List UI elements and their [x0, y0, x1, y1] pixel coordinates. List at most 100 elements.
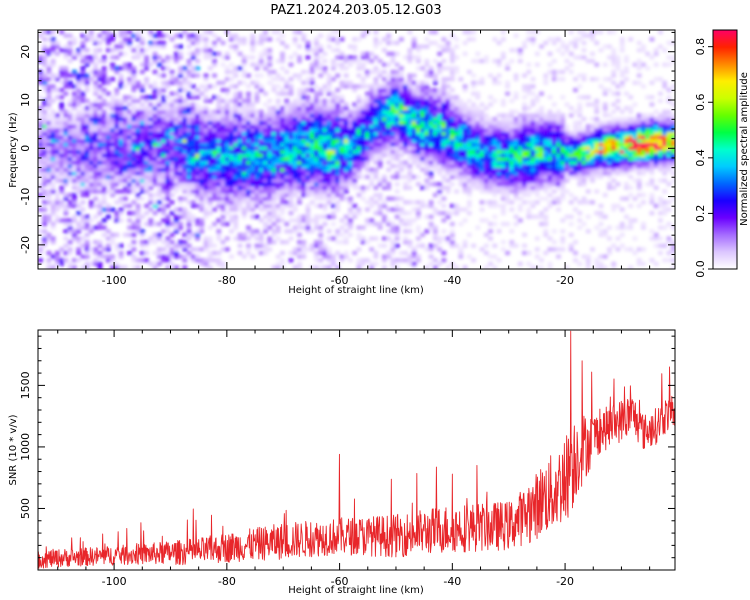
heatmap-cell — [267, 178, 273, 183]
heatmap-cell — [263, 203, 268, 209]
heatmap-cell — [666, 200, 672, 205]
heatmap-cell — [564, 163, 570, 169]
heatmap-cell — [288, 109, 294, 114]
heatmap-cell — [500, 207, 506, 212]
heatmap-cell — [488, 189, 493, 194]
heatmap-cell — [101, 116, 107, 122]
heatmap-cell — [598, 145, 604, 151]
heatmap-cell — [165, 240, 171, 245]
heatmap-cell — [522, 138, 527, 143]
heatmap-cell — [564, 174, 570, 180]
heatmap-cell — [398, 153, 404, 158]
heatmap-cell — [513, 167, 519, 172]
heatmap-cell — [139, 135, 145, 140]
heatmap-cell — [309, 138, 315, 143]
heatmap-cell — [199, 160, 205, 165]
heatmap-cell — [551, 153, 557, 158]
heatmap-cell — [110, 160, 116, 165]
heatmap-cell — [131, 80, 137, 85]
heatmap-cell — [619, 120, 625, 125]
heatmap-cell — [305, 106, 311, 111]
heatmap-cell — [271, 265, 277, 269]
heatmap-cell — [241, 156, 247, 161]
heatmap-cell — [364, 120, 370, 125]
heatmap-cell — [110, 120, 116, 125]
heatmap-cell — [522, 171, 527, 176]
heatmap-cell — [488, 142, 493, 147]
heatmap-cell — [246, 178, 251, 183]
heatmap-cell — [301, 243, 307, 248]
heatmap-cell — [139, 120, 145, 125]
heatmap-cell — [415, 102, 421, 107]
heatmap-cell — [462, 131, 468, 136]
heatmap-cell — [199, 182, 205, 187]
heatmap-cell — [636, 171, 642, 176]
heatmap-cell — [539, 258, 544, 263]
heatmap-cell — [84, 127, 90, 132]
heatmap-cell — [42, 131, 48, 136]
heatmap-cell — [432, 232, 438, 238]
heatmap-cell — [534, 116, 540, 122]
heatmap-cell — [662, 207, 668, 212]
heatmap-cell — [292, 142, 298, 147]
heatmap-cell — [479, 200, 485, 205]
heatmap-cell — [352, 87, 358, 93]
heatmap-cell — [526, 250, 532, 256]
heatmap-cell — [275, 131, 281, 136]
heatmap-cell — [263, 160, 268, 165]
heatmap-cell — [547, 127, 553, 132]
heatmap-cell — [458, 149, 464, 154]
heatmap-cell — [50, 189, 56, 194]
heatmap-cell — [233, 135, 239, 140]
heatmap-cell — [224, 106, 230, 111]
heatmap-cell — [441, 163, 447, 169]
heatmap-cell — [182, 174, 188, 180]
heatmap-cell — [173, 225, 179, 230]
heatmap-cell — [398, 127, 404, 132]
heatmap-cell — [619, 127, 625, 132]
heatmap-cell — [488, 229, 493, 234]
heatmap-cell — [169, 91, 175, 96]
heatmap-cell — [594, 145, 600, 151]
heatmap-cell — [666, 127, 672, 132]
heatmap-cell — [97, 200, 103, 205]
heatmap-cell — [93, 185, 99, 190]
heatmap-cell — [110, 189, 116, 194]
heatmap-cell — [432, 113, 438, 118]
heatmap-cell — [513, 138, 519, 143]
heatmap-cell — [466, 189, 472, 194]
heatmap-cell — [649, 182, 655, 187]
heatmap-cell — [598, 261, 604, 266]
heatmap-cell — [381, 84, 387, 89]
heatmap-cell — [585, 214, 591, 219]
heatmap-cell — [131, 171, 137, 176]
heatmap-cell — [505, 84, 510, 89]
heatmap-cell — [161, 247, 166, 252]
heatmap-cell — [551, 182, 557, 187]
heatmap-cell — [305, 120, 311, 125]
heatmap-cell — [496, 135, 502, 140]
heatmap-cell — [373, 109, 379, 114]
heatmap-cell — [403, 229, 409, 234]
heatmap-cell — [500, 98, 506, 104]
heatmap-cell — [343, 174, 349, 180]
heatmap-cell — [547, 135, 553, 140]
heatmap-cell — [88, 247, 94, 252]
heatmap-cell — [127, 80, 133, 85]
heatmap-cell — [297, 106, 302, 111]
heatmap-cell — [199, 138, 205, 143]
heatmap-cell — [318, 182, 324, 187]
heatmap-cell — [653, 145, 659, 151]
heatmap-cell — [161, 258, 166, 263]
heatmap-cell — [437, 87, 443, 93]
heatmap-cell — [585, 189, 591, 194]
heatmap-cell — [139, 243, 145, 248]
heatmap-cell — [628, 138, 634, 143]
heatmap-cell — [203, 240, 209, 245]
heatmap-cell — [394, 229, 400, 234]
heatmap-cell — [670, 196, 675, 201]
heatmap-cell — [407, 106, 413, 111]
heatmap-cell — [641, 247, 646, 252]
heatmap-cell — [254, 174, 260, 180]
heatmap-cell — [322, 153, 328, 158]
